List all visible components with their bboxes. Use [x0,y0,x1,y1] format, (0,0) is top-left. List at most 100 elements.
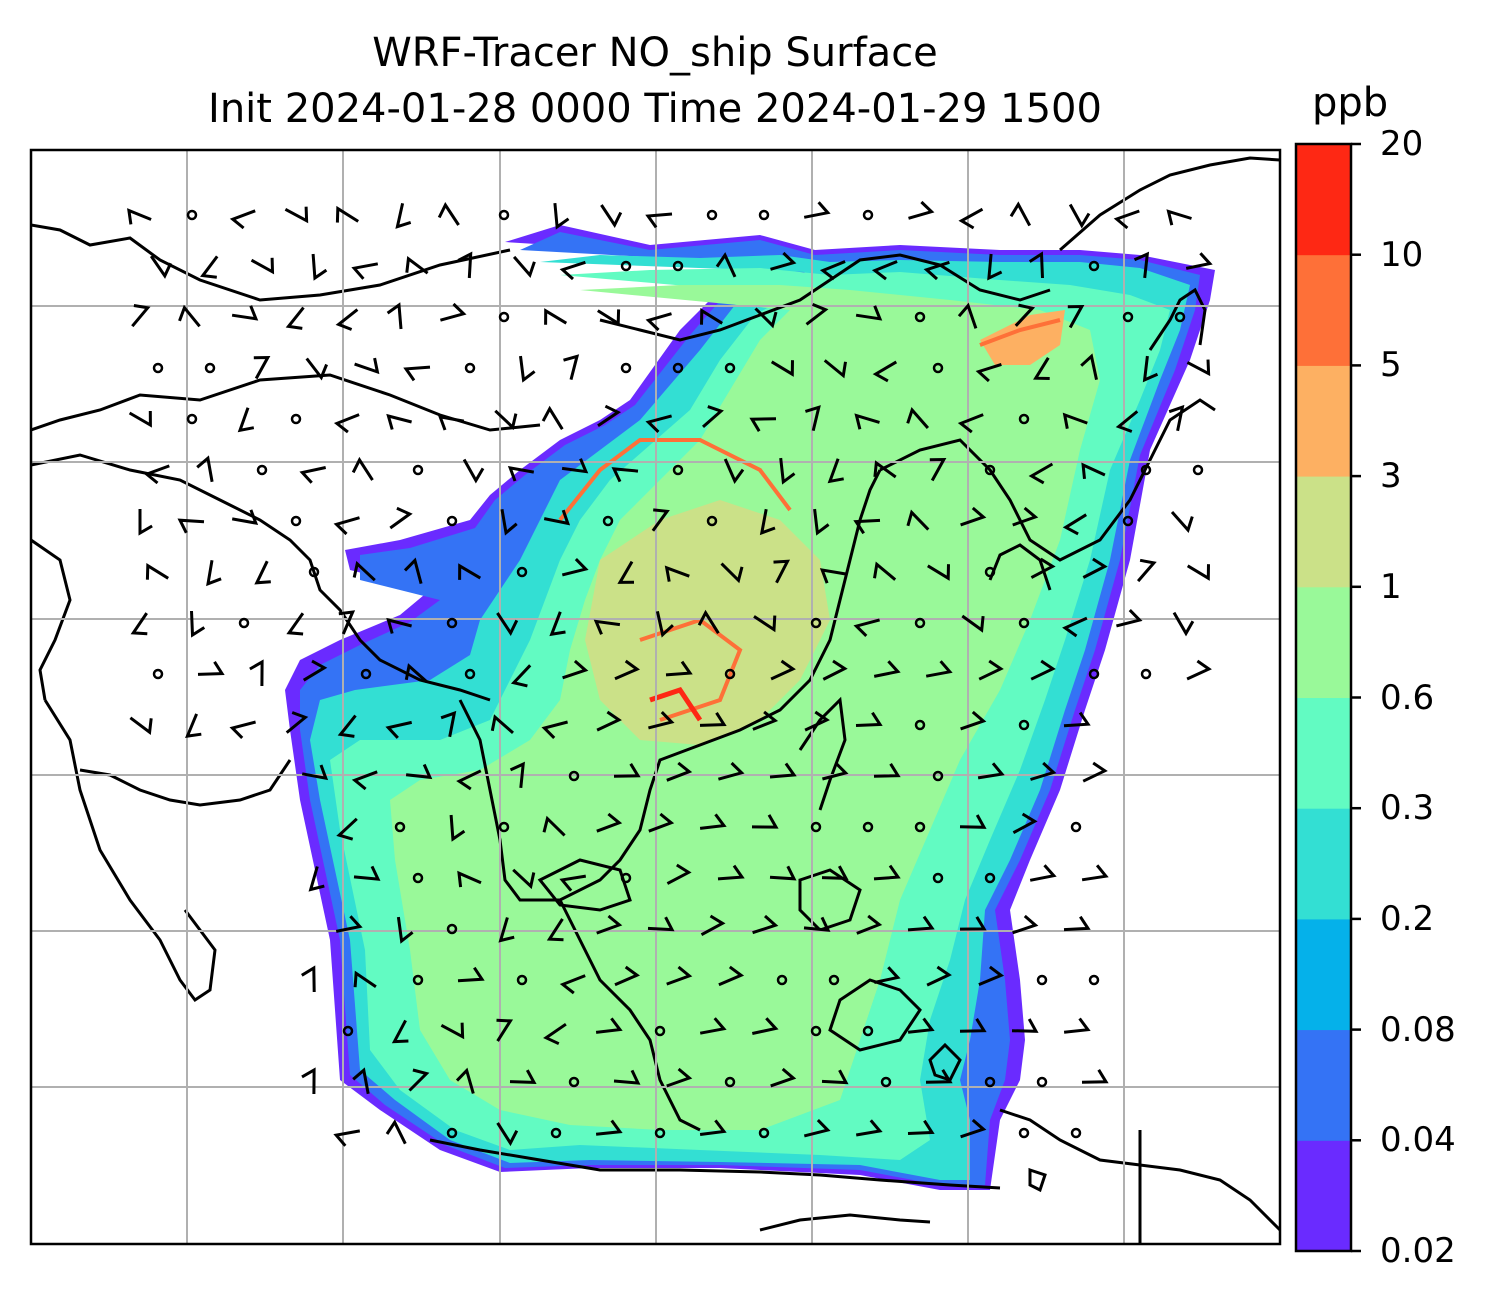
wind-barb [1081,1069,1109,1084]
wind-barb [854,413,880,430]
wind-barb [926,965,952,987]
wind-barb [907,915,935,932]
wind-barb [143,464,170,485]
wind-barb [437,414,465,431]
wind-barb [507,465,535,482]
wind-barb [723,458,745,485]
wind-barb [354,357,380,375]
wind-barb [396,916,414,944]
calm-wind-marker [1088,974,1100,986]
wind-barb [666,761,693,782]
calm-wind-marker [1070,821,1082,833]
wind-barb [978,659,1004,681]
calm-wind-marker [724,362,736,374]
wind-barb [770,251,797,271]
wind-barb [907,1017,935,1034]
wind-barb [456,769,482,791]
wind-barb [196,455,214,483]
wind-barb [597,404,622,427]
wind-barb [975,362,1002,383]
wind-barb [617,560,635,584]
wind-barb [596,812,623,833]
field-hotspot-line-1 [558,318,1061,722]
wind-barb [542,815,566,837]
calm-wind-marker [412,974,424,986]
calm-wind-marker [204,362,216,374]
wind-barb [611,467,639,483]
wind-barb [805,303,829,326]
calm-wind-marker [464,668,476,680]
calm-wind-marker [568,770,580,782]
calm-wind-marker [516,566,528,578]
calm-wind-marker [238,617,250,629]
colorbar-tick-label: 3 [1380,456,1402,497]
colorbar-tick-label: 0.2 [1380,898,1435,939]
wind-barb [229,720,256,739]
wind-barb [873,460,897,479]
colorbar-tick-label: 0.02 [1380,1231,1456,1271]
wind-barb [149,255,173,279]
wind-barb [130,612,148,636]
wind-barb [655,610,674,638]
wind-barb [1082,761,1108,783]
map-frame [29,148,1282,1246]
wind-barb [648,812,675,833]
wind-barb [440,1022,465,1040]
wind-barb [563,354,580,380]
wind-barb [718,965,745,987]
calm-wind-marker [620,362,632,374]
calm-wind-marker [984,1076,996,1088]
wind-barb [957,302,978,329]
calm-wind-marker [620,260,632,272]
wind-barb [512,868,536,890]
colorbar-tick-label: 0.3 [1380,788,1435,829]
wind-barb [906,509,930,531]
wind-barb [249,659,264,687]
wind-barb [699,813,727,830]
wind-barb [449,814,466,842]
calm-wind-marker [446,617,458,629]
calm-wind-marker [758,1127,770,1139]
calm-wind-marker [1140,668,1152,680]
wind-barb [333,413,360,434]
calm-wind-marker [654,1025,666,1037]
calm-wind-marker [984,566,996,578]
wind-barb [803,1119,831,1138]
calm-wind-marker [412,464,424,476]
wind-barb [299,466,327,484]
wind-barb [145,563,169,580]
wind-barb [957,413,984,434]
wind-barb [960,506,987,527]
wind-barb [301,1067,316,1095]
wind-barb [853,518,881,535]
wind-barb [1029,864,1057,882]
wind-barb [1028,462,1054,485]
wind-barb [1063,711,1091,728]
wind-barb [803,201,831,219]
wind-barb [457,870,482,888]
wind-barb [1012,914,1039,935]
calm-wind-marker [810,617,822,629]
wind-barb [284,206,309,224]
wind-barb [907,1119,935,1135]
wind-barb [302,659,328,682]
wind-barb [645,312,672,332]
wind-barb [200,255,219,279]
calm-wind-marker [394,821,406,833]
calm-wind-marker [932,362,944,374]
wind-barb [457,251,473,279]
wind-barb [717,864,745,881]
wind-barb [335,308,359,331]
calm-wind-marker [568,1076,580,1088]
wind-barb [494,409,518,431]
wind-barb [821,1069,849,1085]
wind-barb [665,660,693,677]
wind-barb [500,508,518,536]
wind-barb [613,1069,641,1085]
wind-barb [906,407,930,429]
wind-barb [749,417,777,432]
wind-barb [648,711,675,730]
calm-wind-marker [602,515,614,527]
wind-barb [190,610,206,638]
wind-barb [697,609,720,634]
